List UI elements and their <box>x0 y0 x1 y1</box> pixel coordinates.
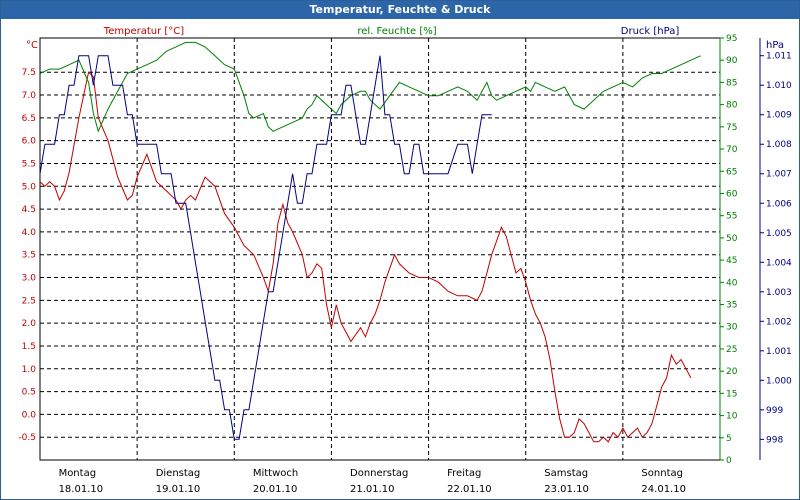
tick-label-temp: 5.5 <box>22 159 36 169</box>
tick-label-humidity: 55 <box>726 212 737 222</box>
tick-label-temp: 0.0 <box>22 410 37 420</box>
window-title: Temperatur, Feuchte & Druck <box>1 1 799 19</box>
plot-area <box>39 37 721 461</box>
x-axis: Montag 18.01.10 Dienstag 19.01.10 Mittwoch 20… <box>59 468 686 495</box>
tick-label-humidity: 65 <box>726 167 737 177</box>
tick-label-humidity: 60 <box>726 189 738 199</box>
tick-label-pressure: 1.003 <box>766 288 792 298</box>
date-label: 18.01.10 <box>59 484 104 495</box>
tick-label-humidity: 45 <box>726 256 737 266</box>
date-label: 22.01.10 <box>447 484 492 495</box>
tick-label-temp: 4.5 <box>22 205 36 215</box>
tick-label-humidity: 70 <box>726 145 738 155</box>
axis-label-humidity: rel. Feuchte [%] <box>357 26 436 37</box>
date-label: 20.01.10 <box>253 484 298 495</box>
series-group <box>39 41 701 443</box>
day-label: Dienstag <box>156 468 201 479</box>
date-label: 23.01.10 <box>544 484 589 495</box>
series-line-temperature <box>39 71 692 443</box>
tick-label-pressure: 1.007 <box>766 170 792 180</box>
tick-label-temp: 6.5 <box>22 114 36 124</box>
tick-label-humidity: 5 <box>726 434 732 444</box>
day-label: Montag <box>59 468 96 479</box>
tick-label-temp: 3.5 <box>22 251 36 261</box>
tick-label-humidity: 90 <box>726 56 738 66</box>
tick-label-humidity: 25 <box>726 345 737 355</box>
tick-label-pressure: 1.011 <box>766 52 792 62</box>
tick-label-temp: 1.0 <box>22 365 37 375</box>
axis-unit-right: hPa <box>766 40 784 51</box>
tick-label-humidity: 30 <box>726 323 738 333</box>
day-label: Donnerstag <box>350 468 408 479</box>
date-label: 19.01.10 <box>156 484 201 495</box>
tick-label-pressure: 1.010 <box>766 81 792 91</box>
tick-label-pressure: 1.004 <box>766 258 792 268</box>
tick-label-humidity: 0 <box>726 456 732 466</box>
tick-label-temp: 2.5 <box>22 296 36 306</box>
tick-label-pressure: 1.000 <box>766 376 792 386</box>
tick-label-temp: 1.5 <box>22 342 36 352</box>
tick-label-pressure: 1.005 <box>766 229 792 239</box>
day-label: Mittwoch <box>253 468 298 479</box>
grid <box>40 38 720 460</box>
axis-label-pressure: Druck [hPa] <box>621 26 680 37</box>
y-axis-right: 1.011 1.010 1.009 1.008 1.007 1.006 1.005 1.004… <box>759 38 792 460</box>
tick-label-humidity: 95 <box>726 34 737 44</box>
tick-label-humidity: 35 <box>726 301 737 311</box>
series-line-pressure <box>39 55 492 440</box>
tick-label-humidity: 50 <box>726 234 738 244</box>
tick-label-pressure: 1.009 <box>766 111 792 121</box>
axis-label-temp: Temperatur [°C] <box>103 26 184 37</box>
tick-label-humidity: 80 <box>726 101 738 111</box>
tick-label-pressure: 1.001 <box>766 347 792 357</box>
tick-label-pressure: 1.002 <box>766 317 792 327</box>
tick-label-pressure: 998 <box>766 435 783 445</box>
tick-label-pressure: 1.006 <box>766 199 792 209</box>
day-label: Freitag <box>447 468 481 479</box>
tick-label-temp: 5.0 <box>22 182 37 192</box>
tick-label-temp: 7.5 <box>22 68 36 78</box>
series-line-humidity <box>39 41 701 133</box>
day-label: Sonntag <box>641 468 683 479</box>
tick-label-temp: 6.0 <box>22 137 37 147</box>
axis-unit-left: °C <box>26 40 38 51</box>
date-label: 24.01.10 <box>641 484 686 495</box>
tick-label-humidity: 40 <box>726 278 738 288</box>
tick-label-pressure: 999 <box>766 406 783 416</box>
tick-label-humidity: 10 <box>726 412 738 422</box>
day-label: Samstag <box>544 468 588 479</box>
tick-label-humidity: 75 <box>726 123 737 133</box>
tick-label-humidity: 15 <box>726 389 737 399</box>
tick-label-temp: 3.0 <box>22 274 37 284</box>
tick-label-pressure: 1.008 <box>766 140 792 150</box>
tick-label-temp: 0.5 <box>22 388 36 398</box>
tick-label-temp: 2.0 <box>22 319 37 329</box>
tick-label-humidity: 85 <box>726 78 737 88</box>
tick-label-humidity: 20 <box>726 367 738 377</box>
y-axis-left: 7.5 7.0 6.5 6.0 5.5 5.0 4.5 4.0 3.5 3.0 2.5 2.0 1.5 1… <box>18 68 36 443</box>
tick-label-temp: -0.5 <box>18 433 36 443</box>
tick-label-temp: 4.0 <box>22 228 37 238</box>
date-label: 21.01.10 <box>350 484 395 495</box>
tick-label-temp: 7.0 <box>22 91 37 101</box>
